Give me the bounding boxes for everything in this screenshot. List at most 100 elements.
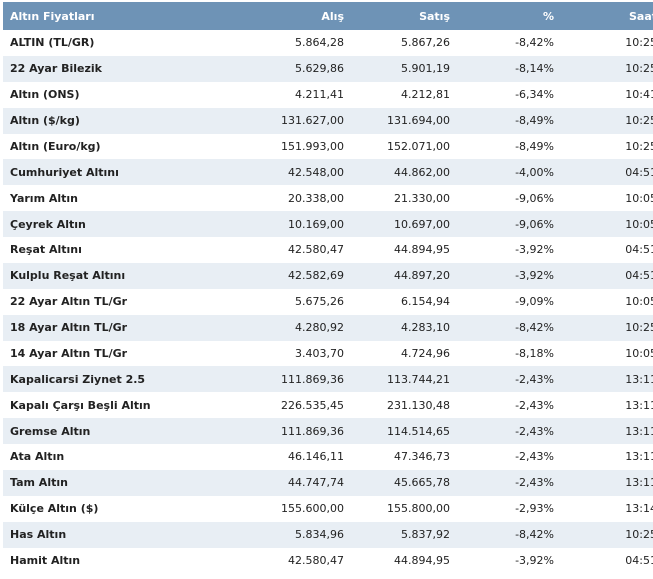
cell-name: Kapalı Çarşı Beşli Altın [10,398,151,412]
cell-percent: -9,06% [515,217,554,231]
cell-name: Cumhuriyet Altını [10,165,119,179]
cell-percent: -8,42% [515,36,554,50]
cell-alis: 3.403,70 [295,346,344,360]
cell-alis: 5.675,26 [295,295,344,309]
cell-alis: 4.211,41 [295,88,344,102]
cell-name: Yarım Altın [10,191,79,205]
table-row: Altın ($/kg) 131.627,00 131.694,00 -8,49% 10… [3,107,653,134]
header-name: Altın Fiyatları [10,9,95,23]
cell-time: 10:25 [625,62,653,76]
cell-alis: 10.169,00 [288,217,344,231]
cell-name: Ata Altın [10,450,65,464]
table-row: ALTIN (TL/GR) 5.864,28 5.867,26 -8,42% 10:25 [3,30,653,56]
cell-satis: 44.862,00 [394,165,450,179]
table-header: Altın Fiyatları Alış Satış % Saat [3,2,653,30]
header-time: Saat [628,9,653,23]
cell-name: Tam Altın [10,476,68,490]
cell-satis: 6.154,94 [401,295,450,309]
table-row: Kulplu Reşat Altını 42.582,69 44.897,20 -3,… [3,262,653,289]
cell-satis: 113.744,21 [387,372,450,386]
cell-name: 14 Ayar Altın TL/Gr [10,346,128,360]
table-row: 22 Ayar Bilezik 5.629,86 5.901,19 -8,14% 10:… [3,55,653,82]
table-body: ALTIN (TL/GR) 5.864,28 5.867,26 -8,42% 10:25… [3,30,653,574]
table-row: Cumhuriyet Altını 42.548,00 44.862,00 -4,00… [3,159,653,186]
cell-alis: 111.869,36 [281,372,344,386]
cell-time: 13:11 [625,450,653,464]
gold-prices-table: Altın Fiyatları Alış Satış % Saat ALTIN … [3,2,653,574]
cell-time: 13:11 [625,372,653,386]
cell-name: Gremse Altın [10,424,91,438]
cell-alis: 5.834,96 [295,528,344,542]
cell-name: Altın ($/kg) [10,114,80,128]
table-row: Kapalı Çarşı Beşli Altın 226.535,45 231.13… [3,392,653,419]
cell-time: 10:05 [625,295,653,309]
cell-satis: 10.697,00 [394,217,450,231]
cell-percent: -4,00% [515,165,554,179]
cell-name: Çeyrek Altın [10,217,86,231]
cell-satis: 152.071,00 [387,139,450,153]
cell-time: 13:11 [625,398,653,412]
cell-time: 04:51 [625,269,653,283]
cell-satis: 47.346,73 [394,450,450,464]
cell-alis: 111.869,36 [281,424,344,438]
cell-alis: 46.146,11 [288,450,344,464]
cell-alis: 226.535,45 [281,398,344,412]
table-row: Tam Altın 44.747,74 45.665,78 -2,43% 13:11 [3,469,653,496]
cell-name: Hamit Altın [10,553,81,567]
cell-satis: 114.514,65 [387,424,450,438]
table-row: Reşat Altını 42.580,47 44.894,95 -3,92% 04:5… [3,237,653,263]
cell-percent: -8,42% [515,528,554,542]
cell-percent: -3,92% [515,553,554,567]
cell-time: 10:41 [625,88,653,102]
cell-name: Külçe Altın ($) [10,502,99,516]
cell-time: 10:25 [625,114,653,128]
cell-percent: -8,49% [515,114,554,128]
table-row: Ata Altın 46.146,11 47.346,73 -2,43% 13:11 [3,444,653,470]
cell-percent: -8,49% [515,139,554,153]
cell-name: 22 Ayar Altın TL/Gr [10,295,128,309]
cell-percent: -3,92% [515,269,554,283]
cell-time: 10:25 [625,528,653,542]
cell-time: 10:05 [625,191,653,205]
cell-name: 18 Ayar Altın TL/Gr [10,321,128,335]
cell-satis: 4.283,10 [401,321,450,335]
cell-time: 10:05 [625,346,653,360]
cell-satis: 5.867,26 [401,36,450,50]
cell-satis: 45.665,78 [394,476,450,490]
table-row: Yarım Altın 20.338,00 21.330,00 -9,06% 10:05 [3,185,653,212]
cell-alis: 131.627,00 [281,114,344,128]
cell-percent: -6,34% [515,88,554,102]
cell-name: 22 Ayar Bilezik [10,62,102,76]
table-row: Altın (Euro/kg) 151.993,00 152.071,00 -8,49… [3,133,653,160]
cell-satis: 5.901,19 [401,62,450,76]
table-row: Çeyrek Altın 10.169,00 10.697,00 -9,06% 10:0… [3,211,653,237]
cell-satis: 5.837,92 [401,528,450,542]
cell-percent: -8,42% [515,321,554,335]
cell-time: 04:51 [625,243,653,257]
table-row: Has Altın 5.834,96 5.837,92 -8,42% 10:25 [3,521,653,548]
cell-satis: 44.894,95 [394,243,450,257]
cell-percent: -2,43% [515,424,554,438]
cell-time: 10:25 [625,321,653,335]
cell-alis: 42.580,47 [288,243,344,257]
cell-percent: -8,18% [515,346,554,360]
cell-alis: 5.629,86 [295,62,344,76]
table-row: 18 Ayar Altın TL/Gr 4.280,92 4.283,10 -8,42… [3,314,653,341]
cell-alis: 4.280,92 [295,321,344,335]
table-row: 14 Ayar Altın TL/Gr 3.403,70 4.724,96 -8,18… [3,340,653,367]
cell-name: ALTIN (TL/GR) [10,36,95,50]
cell-satis: 4.212,81 [401,88,450,102]
cell-time: 13:14 [625,502,653,516]
cell-percent: -2,43% [515,372,554,386]
cell-satis: 231.130,48 [387,398,450,412]
cell-percent: -9,09% [515,295,554,309]
cell-alis: 155.600,00 [281,502,344,516]
cell-alis: 44.747,74 [288,476,344,490]
cell-satis: 4.724,96 [401,346,450,360]
cell-alis: 20.338,00 [288,191,344,205]
table-row: Altın (ONS) 4.211,41 4.212,81 -6,34% 10:41 [3,81,653,108]
table-row: Hamit Altın 42.580,47 44.894,95 -3,92% 04:51 [3,547,653,574]
cell-time: 13:11 [625,424,653,438]
cell-alis: 42.582,69 [288,269,344,283]
